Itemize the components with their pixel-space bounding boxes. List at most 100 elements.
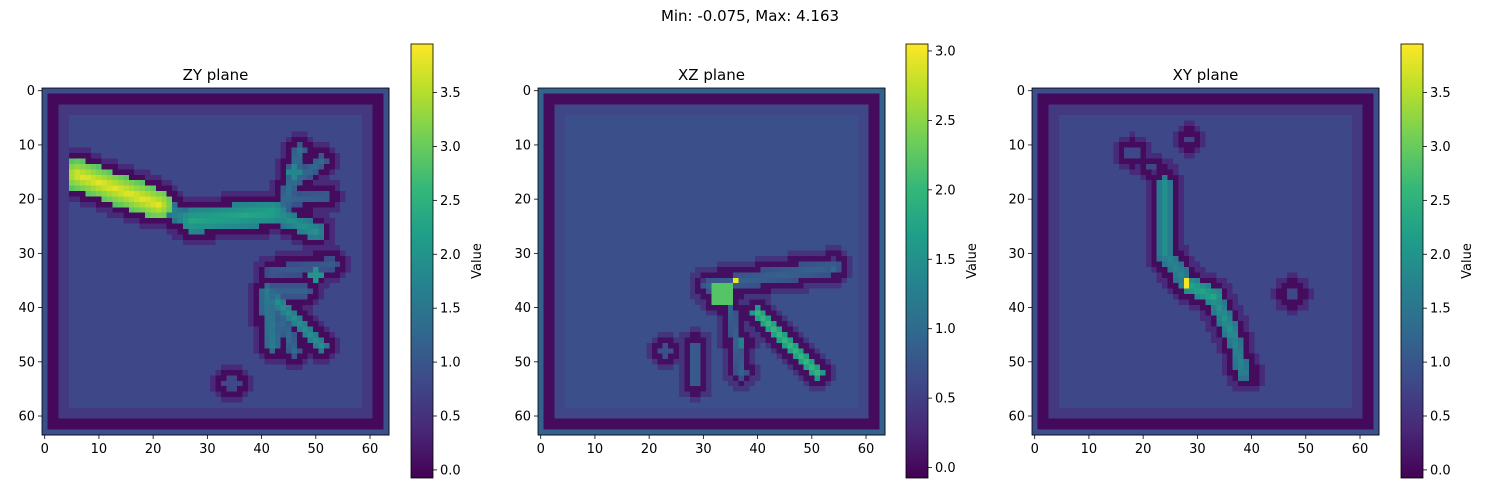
heatmap-cell [199, 218, 205, 224]
heatmap-cell [367, 223, 374, 230]
heatmap-cell [248, 115, 254, 121]
heatmap-cell [69, 201, 75, 208]
heatmap-cell [378, 158, 384, 165]
heatmap-cell [193, 218, 200, 224]
heatmap-cell [651, 98, 658, 105]
heatmap-cell [264, 418, 271, 425]
heatmap-cell [291, 191, 298, 197]
heatmap-cell [188, 115, 195, 121]
heatmap-cell [323, 348, 330, 355]
heatmap-cell [668, 109, 674, 116]
heatmap-cell [79, 239, 86, 246]
heatmap-cell [383, 299, 390, 306]
heatmap-cell [356, 191, 363, 197]
heatmap-cell [188, 277, 195, 284]
heatmap-cell [193, 380, 200, 387]
heatmap-cell [101, 261, 108, 268]
heatmap-cell [361, 266, 368, 273]
heatmap-cell [657, 136, 664, 143]
heatmap-cell [42, 125, 48, 132]
heatmap-cell [291, 109, 298, 116]
heatmap-cell [361, 375, 368, 382]
heatmap-cell [792, 88, 799, 94]
heatmap-cell [296, 125, 303, 132]
heatmap-cell [586, 104, 593, 111]
heatmap-cell [248, 93, 254, 100]
heatmap-cell [155, 315, 162, 322]
heatmap-cell [155, 375, 162, 382]
heatmap-cell [302, 353, 309, 360]
heatmap-cell [630, 136, 636, 143]
heatmap-cell [248, 196, 254, 203]
heatmap-cell [150, 256, 157, 262]
heatmap-cell [285, 266, 292, 273]
heatmap-cell [166, 109, 173, 116]
heatmap-cell [738, 131, 745, 138]
heatmap-cell [538, 120, 544, 127]
heatmap-cell [155, 364, 162, 371]
heatmap-cell [318, 131, 325, 138]
heatmap-cell [177, 250, 184, 257]
heatmap-cell [231, 158, 238, 165]
heatmap-cell [334, 239, 341, 246]
heatmap-cell [155, 321, 162, 327]
heatmap-cell [107, 321, 113, 327]
heatmap-cell [58, 261, 65, 268]
heatmap-cell [608, 125, 615, 132]
heatmap-cell [150, 391, 157, 398]
heatmap-cell [361, 109, 368, 116]
heatmap-cell [85, 337, 92, 344]
heatmap-cell [323, 331, 330, 338]
heatmap-cell [695, 115, 701, 121]
heatmap-cell [193, 369, 200, 376]
heatmap-cell [372, 191, 379, 197]
heatmap-cell [74, 88, 81, 94]
heatmap-cell [307, 185, 314, 192]
heatmap-cell [351, 158, 357, 165]
heatmap-cell [47, 136, 54, 143]
heatmap-cell [166, 185, 173, 192]
heatmap-cell [182, 348, 189, 355]
heatmap-cell [112, 407, 119, 414]
heatmap-cell [269, 169, 276, 176]
heatmap-cell [193, 136, 200, 143]
heatmap-cell [161, 115, 168, 121]
heatmap-cell [857, 88, 864, 94]
heatmap-cell [42, 413, 48, 420]
heatmap-cell [361, 256, 368, 262]
heatmap-cell [291, 283, 298, 289]
heatmap-cell [264, 407, 271, 414]
heatmap-cell [90, 201, 97, 208]
heatmap-cell [123, 136, 130, 143]
heatmap-cell [123, 261, 130, 268]
heatmap-cell [630, 104, 636, 111]
heatmap-cell [220, 158, 227, 165]
heatmap-cell [581, 136, 588, 143]
heatmap-cell [291, 310, 298, 317]
heatmap-cell [63, 304, 70, 311]
heatmap-cell [63, 283, 70, 289]
heatmap-cell [134, 147, 140, 154]
heatmap-cell [177, 147, 184, 154]
heatmap-cell [706, 120, 712, 127]
heatmap-cell [96, 397, 102, 403]
heatmap-cell [215, 331, 222, 338]
heatmap-cell [367, 315, 374, 322]
heatmap-cell [291, 375, 298, 382]
heatmap-cell [215, 337, 222, 344]
heatmap-cell [378, 402, 384, 409]
heatmap-cell [280, 158, 287, 165]
heatmap-cell [258, 315, 265, 322]
heatmap-cell [302, 174, 309, 181]
heatmap-cell [231, 261, 238, 268]
heatmap-cell [204, 364, 211, 371]
heatmap-cell [96, 277, 102, 284]
heatmap-cell [85, 369, 92, 376]
heatmap-cell [69, 413, 75, 420]
heatmap-cell [291, 315, 298, 322]
heatmap-cell [188, 120, 195, 127]
heatmap-cell [581, 125, 588, 132]
heatmap-cell [237, 429, 243, 436]
heatmap-cell [345, 104, 352, 111]
